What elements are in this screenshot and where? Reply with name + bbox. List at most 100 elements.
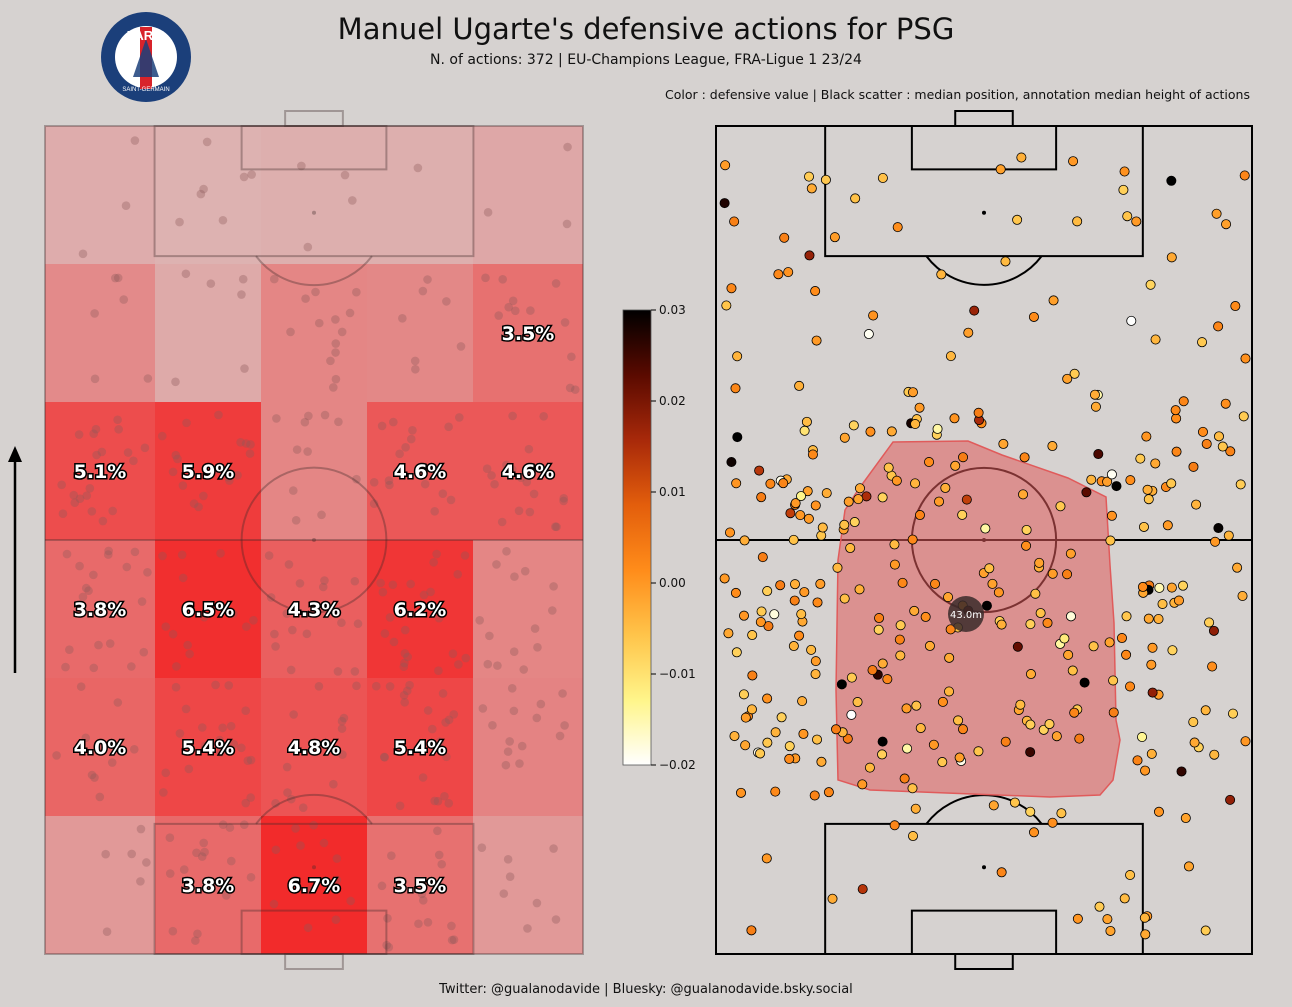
colorbar-tick-label: 0.02 — [659, 394, 686, 408]
defensive-action-point — [765, 478, 776, 489]
defensive-action-point — [1238, 411, 1249, 422]
defensive-action-point — [1015, 699, 1026, 710]
left-pitch-markings — [44, 110, 584, 970]
defensive-action-point — [954, 752, 965, 763]
defensive-action-point — [889, 539, 900, 550]
defensive-action-point — [729, 216, 740, 227]
heatmap-point — [129, 745, 139, 754]
defensive-action-point — [1171, 413, 1182, 424]
heatmap-point — [168, 926, 178, 936]
chart-subtitle: N. of actions: 372 | EU-Champions League… — [430, 52, 862, 68]
heatmap-point — [240, 364, 249, 373]
defensive-action-point — [950, 460, 961, 471]
defensive-action-point — [940, 482, 951, 493]
defensive-action-point — [1227, 708, 1238, 719]
defensive-action-point — [1125, 870, 1136, 881]
defensive-action-point — [934, 496, 945, 507]
heatmap-point — [437, 859, 447, 869]
defensive-action-point — [996, 867, 1007, 878]
defensive-action-point — [1147, 687, 1158, 698]
heatmap-point — [61, 662, 70, 672]
heatmap-point — [552, 522, 561, 532]
heatmap-cell — [473, 540, 583, 678]
defensive-action-point — [945, 351, 956, 362]
defensive-action-point — [815, 578, 826, 589]
heatmap-points — [52, 136, 580, 952]
defensive-action-point — [1131, 216, 1142, 227]
heatmap-point — [530, 624, 540, 633]
heatmap-point — [319, 838, 329, 848]
defensive-action-point — [1035, 608, 1046, 619]
heatmap-point — [414, 919, 423, 929]
heatmap-point — [178, 573, 188, 583]
heatmap-point — [103, 550, 113, 559]
heatmap-point — [499, 889, 509, 898]
heatmap-point — [119, 295, 129, 304]
defensive-action-point — [763, 621, 774, 632]
heatmap-point — [89, 570, 98, 580]
logo-bottom-text: SAINT-GERMAIN — [122, 87, 169, 93]
heatmap-point — [271, 799, 280, 808]
defensive-action-point — [1240, 736, 1251, 747]
defensive-action-point — [1125, 681, 1136, 692]
defensive-action-point — [1210, 536, 1221, 547]
heatmap-point — [297, 161, 306, 171]
heatmap-point — [130, 136, 140, 145]
defensive-action-point — [1140, 765, 1151, 776]
defensive-action-point — [755, 616, 766, 627]
defensive-action-point — [1025, 619, 1036, 630]
defensive-action-point — [854, 483, 865, 494]
defensive-action-point — [823, 787, 834, 798]
heatmap-point — [239, 172, 249, 182]
defensive-action-point — [1034, 557, 1045, 568]
defensive-action-point — [731, 647, 742, 658]
defensive-action-point — [801, 416, 812, 427]
defensive-action-point — [914, 402, 925, 413]
defensive-action-point — [1086, 474, 1097, 485]
defensive-action-point — [1067, 665, 1078, 676]
defensive-action-point — [839, 593, 850, 604]
heatmap-point — [69, 490, 79, 500]
heatmap-point — [395, 449, 404, 459]
defensive-action-point — [807, 449, 818, 460]
heatmap-point — [295, 579, 305, 588]
heatmap-point — [536, 699, 546, 709]
defensive-action-point — [877, 736, 888, 747]
heatmap-point — [427, 724, 437, 734]
heatmap-point — [269, 274, 279, 284]
defensive-action-point — [1213, 321, 1224, 332]
defensive-action-point — [874, 613, 885, 624]
heatmap-point — [446, 495, 456, 505]
heatmap-point — [57, 480, 66, 490]
defensive-action-point — [987, 578, 998, 589]
defensive-action-point — [854, 584, 865, 595]
heatmap-point — [269, 899, 279, 909]
defensive-action-point — [1122, 211, 1133, 222]
heatmap-point — [202, 137, 212, 147]
defensive-action-point — [785, 508, 796, 519]
heatmap-point — [399, 662, 409, 672]
heatmap-point — [551, 915, 561, 924]
defensive-action-point — [756, 606, 767, 617]
heatmap-point — [430, 507, 439, 516]
defensive-action-point — [843, 496, 854, 507]
heatmap-point — [371, 681, 381, 691]
heatmap-point — [304, 411, 313, 421]
logo-top-text: PARIS — [127, 28, 166, 43]
defensive-action-point — [1201, 438, 1212, 449]
heatmap-cell — [45, 540, 155, 678]
heatmap-point — [350, 576, 360, 586]
defensive-action-point — [1191, 499, 1202, 510]
heatmap-point — [172, 662, 181, 671]
defensive-action-point — [761, 853, 772, 864]
defensive-action-point — [755, 748, 766, 759]
defensive-action-point — [1162, 520, 1173, 531]
heatmap-point — [171, 450, 181, 460]
defensive-action-point — [1094, 901, 1105, 912]
heatmap-point — [417, 889, 427, 899]
defensive-action-point — [779, 232, 790, 243]
heatmap-point — [81, 583, 91, 593]
heatmap-point — [350, 667, 360, 676]
defensive-action-point — [1056, 808, 1067, 819]
defensive-action-point — [1025, 669, 1036, 680]
